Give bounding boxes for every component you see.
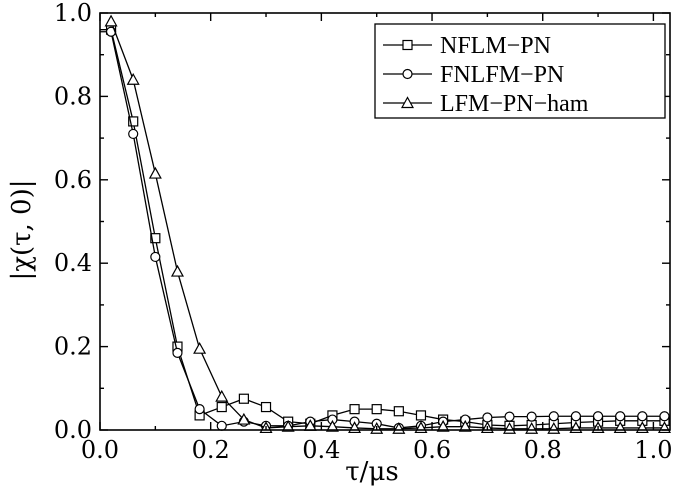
y-axis: 0.0 0.2 0.4 0.6 0.8 1.0 [54, 0, 670, 444]
data-point [170, 264, 184, 277]
data-point [526, 411, 537, 422]
legend-label: FNLFM−PN [440, 62, 564, 88]
data-point [548, 411, 559, 422]
y-tick-label: 0.0 [54, 416, 92, 444]
x-tick-label: 1.0 [634, 436, 672, 464]
data-point [172, 347, 183, 358]
y-tick-label: 0.2 [54, 333, 92, 361]
data-point [371, 404, 382, 415]
data-point [215, 389, 229, 402]
x-axis-label: τ/μs [345, 457, 398, 487]
data-point [281, 419, 295, 432]
data-point [260, 401, 272, 413]
data-point [349, 404, 360, 415]
legend-label: NFLM−PN [440, 33, 551, 59]
data-point [216, 420, 227, 431]
data-point [150, 233, 161, 244]
data-point [504, 411, 515, 422]
data-point [216, 401, 227, 413]
data-point [128, 116, 139, 127]
legend-marker [400, 96, 415, 109]
data-point [659, 411, 670, 422]
data-point [126, 72, 140, 85]
x-tick-label: 0.2 [192, 436, 230, 464]
y-axis-label: |χ(τ, 0)| [7, 179, 37, 280]
y-tick-label: 0.6 [54, 166, 92, 194]
data-point [325, 419, 339, 432]
y-tick-label: 1.0 [54, 0, 92, 27]
data-point [482, 412, 493, 423]
x-tick-label: 0.0 [81, 436, 119, 464]
x-tick-label: 0.6 [413, 436, 451, 464]
data-point [194, 404, 205, 415]
data-point [436, 419, 450, 432]
x-tick-label: 0.4 [302, 436, 340, 464]
data-point [238, 393, 249, 404]
data-point [592, 411, 604, 422]
legend-marker [402, 68, 413, 80]
y-tick-label: 0.8 [54, 82, 92, 110]
data-point [615, 411, 626, 422]
data-point [570, 411, 582, 422]
legend-label: LFM−PN−ham [440, 91, 589, 117]
data-point [148, 166, 162, 179]
x-axis: 0.0 0.2 0.4 0.6 0.8 1.0 [81, 13, 672, 464]
data-point [393, 406, 404, 417]
legend-box [374, 23, 666, 119]
data-point [128, 128, 139, 140]
data-point [458, 419, 472, 432]
y-tick-label: 0.4 [54, 249, 92, 277]
data-point [150, 251, 161, 263]
data-point [415, 410, 427, 421]
data-point [637, 411, 648, 422]
legend: NFLM−PN FNLFM−PN LFM−PN−ham [374, 23, 666, 119]
data-point [237, 412, 251, 425]
data-point [104, 14, 118, 27]
data-point [193, 341, 207, 354]
x-tick-label: 0.8 [524, 436, 562, 464]
legend-marker [402, 39, 413, 51]
